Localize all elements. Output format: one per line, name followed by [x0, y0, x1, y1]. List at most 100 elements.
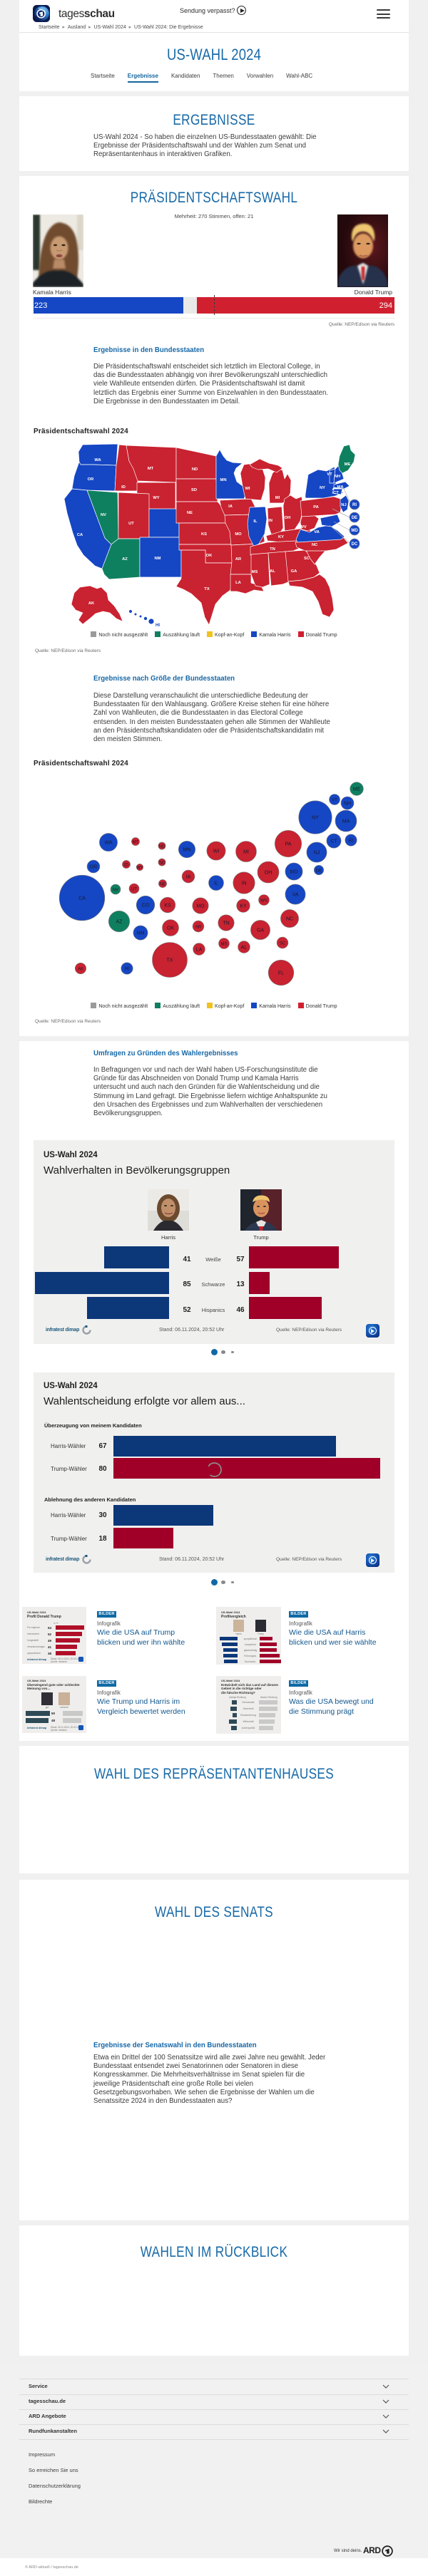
- svg-text:KY: KY: [240, 904, 247, 909]
- svg-text:SC: SC: [280, 941, 286, 946]
- svg-text:MI: MI: [243, 849, 249, 854]
- svg-text:NY: NY: [320, 486, 325, 490]
- svg-text:VT: VT: [332, 798, 337, 802]
- svg-text:WY: WY: [136, 866, 143, 870]
- svg-text:IA: IA: [228, 505, 233, 509]
- svg-text:NC: NC: [312, 543, 318, 547]
- svg-text:FL: FL: [309, 605, 315, 609]
- svg-text:CT: CT: [330, 839, 337, 844]
- svg-text:IN: IN: [242, 881, 247, 886]
- svg-text:MO: MO: [196, 904, 205, 909]
- svg-text:MS: MS: [221, 942, 228, 946]
- svg-text:MA: MA: [342, 819, 350, 824]
- svg-text:MI: MI: [275, 496, 280, 500]
- svg-text:CA: CA: [77, 533, 83, 537]
- svg-text:DE: DE: [316, 869, 322, 873]
- svg-text:UT: UT: [128, 522, 134, 526]
- svg-text:GA: GA: [291, 569, 298, 574]
- svg-text:SD: SD: [159, 861, 165, 865]
- svg-text:WV: WV: [260, 899, 268, 903]
- svg-text:MO: MO: [235, 532, 242, 537]
- svg-text:WI: WI: [213, 849, 220, 854]
- svg-text:NJ: NJ: [341, 503, 346, 507]
- svg-text:OH: OH: [285, 516, 291, 520]
- svg-text:NY: NY: [312, 815, 319, 820]
- svg-text:WY: WY: [153, 496, 159, 500]
- svg-text:HI: HI: [156, 624, 160, 628]
- svg-text:MD: MD: [290, 869, 298, 874]
- svg-text:AL: AL: [241, 945, 248, 950]
- svg-text:KS: KS: [164, 903, 171, 908]
- svg-text:CT: CT: [333, 491, 339, 495]
- svg-text:AK: AK: [88, 601, 95, 606]
- svg-text:AR: AR: [195, 925, 202, 929]
- svg-text:DE: DE: [352, 516, 357, 520]
- svg-text:NJ: NJ: [314, 850, 320, 855]
- svg-text:MT: MT: [133, 840, 139, 844]
- svg-text:UT: UT: [131, 887, 137, 891]
- svg-text:NV: NV: [101, 513, 106, 517]
- svg-text:TX: TX: [167, 958, 173, 963]
- svg-text:RI: RI: [349, 838, 354, 843]
- svg-text:OH: OH: [265, 870, 272, 875]
- svg-text:FL: FL: [278, 971, 284, 976]
- svg-text:NE: NE: [187, 511, 193, 515]
- svg-text:WA: WA: [104, 840, 112, 845]
- svg-text:PA: PA: [313, 505, 319, 509]
- svg-text:NM: NM: [137, 931, 145, 936]
- svg-text:WI: WI: [245, 487, 250, 491]
- svg-text:MS: MS: [252, 570, 258, 574]
- svg-text:ME: ME: [353, 787, 361, 792]
- svg-text:VA: VA: [314, 530, 320, 534]
- svg-text:MT: MT: [148, 467, 154, 471]
- svg-text:AR: AR: [235, 557, 242, 562]
- svg-text:AZ: AZ: [122, 557, 128, 562]
- svg-text:ME: ME: [345, 462, 351, 467]
- svg-text:RI: RI: [352, 503, 357, 507]
- svg-text:OR: OR: [90, 864, 98, 869]
- svg-text:TN: TN: [270, 547, 275, 552]
- svg-text:IL: IL: [253, 519, 258, 524]
- svg-text:HI: HI: [125, 966, 130, 971]
- svg-text:ID: ID: [121, 485, 126, 490]
- svg-text:LA: LA: [235, 581, 242, 585]
- svg-text:PA: PA: [285, 842, 292, 847]
- svg-text:AL: AL: [270, 569, 275, 574]
- svg-text:NM: NM: [154, 557, 160, 561]
- svg-text:IN: IN: [268, 519, 272, 523]
- svg-text:WV: WV: [300, 525, 306, 529]
- svg-text:IA: IA: [186, 874, 191, 879]
- svg-text:AK: AK: [78, 967, 83, 971]
- svg-text:CO: CO: [142, 903, 150, 908]
- svg-text:OR: OR: [88, 477, 95, 482]
- svg-text:KY: KY: [278, 535, 284, 539]
- svg-text:NV: NV: [113, 888, 118, 892]
- svg-text:TX: TX: [204, 587, 210, 591]
- svg-text:MN: MN: [183, 847, 191, 852]
- svg-text:NE: NE: [160, 882, 165, 886]
- svg-text:VT: VT: [327, 472, 332, 477]
- svg-text:ND: ND: [192, 467, 198, 472]
- svg-text:DC: DC: [352, 542, 358, 547]
- svg-text:KS: KS: [201, 532, 207, 537]
- svg-text:OK: OK: [167, 926, 174, 931]
- svg-text:CA: CA: [78, 896, 86, 901]
- svg-text:LA: LA: [196, 947, 203, 952]
- svg-text:IL: IL: [214, 881, 218, 886]
- svg-text:GA: GA: [257, 928, 264, 933]
- svg-text:TN: TN: [223, 921, 229, 926]
- svg-text:AZ: AZ: [116, 919, 123, 924]
- svg-text:ID: ID: [124, 863, 129, 867]
- svg-text:MN: MN: [220, 478, 226, 482]
- svg-text:OK: OK: [206, 554, 213, 558]
- svg-text:NC: NC: [286, 916, 293, 921]
- svg-text:MA: MA: [337, 485, 344, 490]
- svg-text:SD: SD: [191, 488, 197, 492]
- svg-text:WA: WA: [94, 458, 101, 462]
- svg-text:VA: VA: [292, 892, 299, 897]
- svg-text:SC: SC: [304, 557, 310, 561]
- svg-text:NH: NH: [344, 801, 351, 806]
- svg-text:NH: NH: [335, 475, 340, 479]
- svg-text:MD: MD: [351, 529, 358, 533]
- svg-text:ND: ND: [159, 844, 165, 849]
